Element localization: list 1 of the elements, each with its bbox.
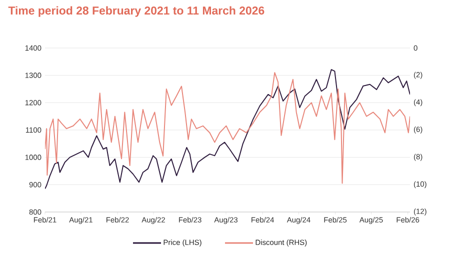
chart-title: Time period 28 February 2021 to 11 March 2026 [8,6,264,17]
